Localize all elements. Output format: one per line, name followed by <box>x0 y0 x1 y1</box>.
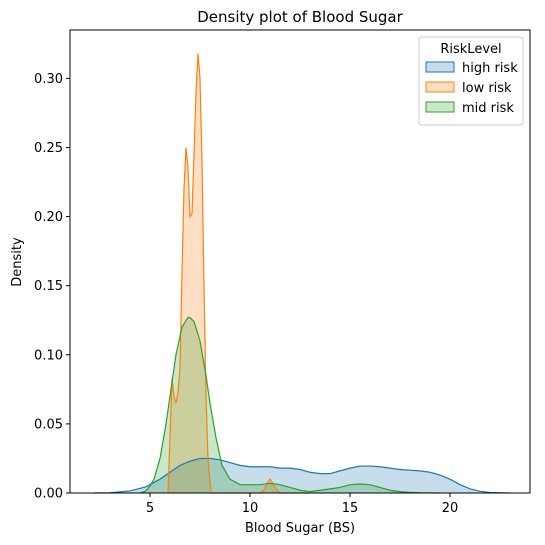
legend-items: high risk low risk mid risk <box>425 61 518 116</box>
y-tick-label: 0.00 <box>34 487 63 502</box>
density-area-high-risk <box>94 458 510 493</box>
y-tick-label: 0.10 <box>34 348 63 363</box>
legend-swatch <box>425 101 455 113</box>
legend-label: low risk <box>462 81 512 96</box>
y-tick-label: 0.05 <box>34 417 63 432</box>
x-axis-label: Blood Sugar (BS) <box>245 521 355 536</box>
legend-label: high risk <box>462 61 518 76</box>
legend-swatch <box>425 61 455 73</box>
legend-frame <box>418 36 524 126</box>
density-line-mid-risk <box>139 316 441 494</box>
legend-swatch <box>425 81 455 93</box>
x-tick-label: 20 <box>442 501 459 516</box>
series-fills <box>94 53 510 493</box>
legend: RiskLevel high risk low risk mid risk <box>418 36 524 126</box>
density-line-high-risk <box>93 457 511 494</box>
series-lines <box>93 53 511 494</box>
chart-title: Density plot of Blood Sugar <box>197 8 403 26</box>
y-tick-label: 0.30 <box>34 72 63 87</box>
density-line-low-risk <box>167 53 310 494</box>
plot-frame <box>69 29 531 494</box>
y-axis-ticks: 0.00 0.05 0.10 0.15 0.20 0.25 0.30 <box>34 72 70 502</box>
y-tick-label: 0.25 <box>34 141 63 156</box>
legend-label: mid risk <box>462 101 514 116</box>
y-tick-label: 0.20 <box>34 210 63 225</box>
y-tick-label: 0.15 <box>34 279 63 294</box>
density-area-low-risk <box>168 53 310 493</box>
x-tick-label: 10 <box>242 501 259 516</box>
x-tick-label: 5 <box>146 501 154 516</box>
y-axis-label: Density <box>10 237 25 287</box>
x-axis-ticks: 5 10 15 20 <box>146 493 458 516</box>
legend-title: RiskLevel <box>440 42 501 57</box>
x-tick-label: 15 <box>342 501 359 516</box>
density-area-mid-risk <box>140 317 440 493</box>
